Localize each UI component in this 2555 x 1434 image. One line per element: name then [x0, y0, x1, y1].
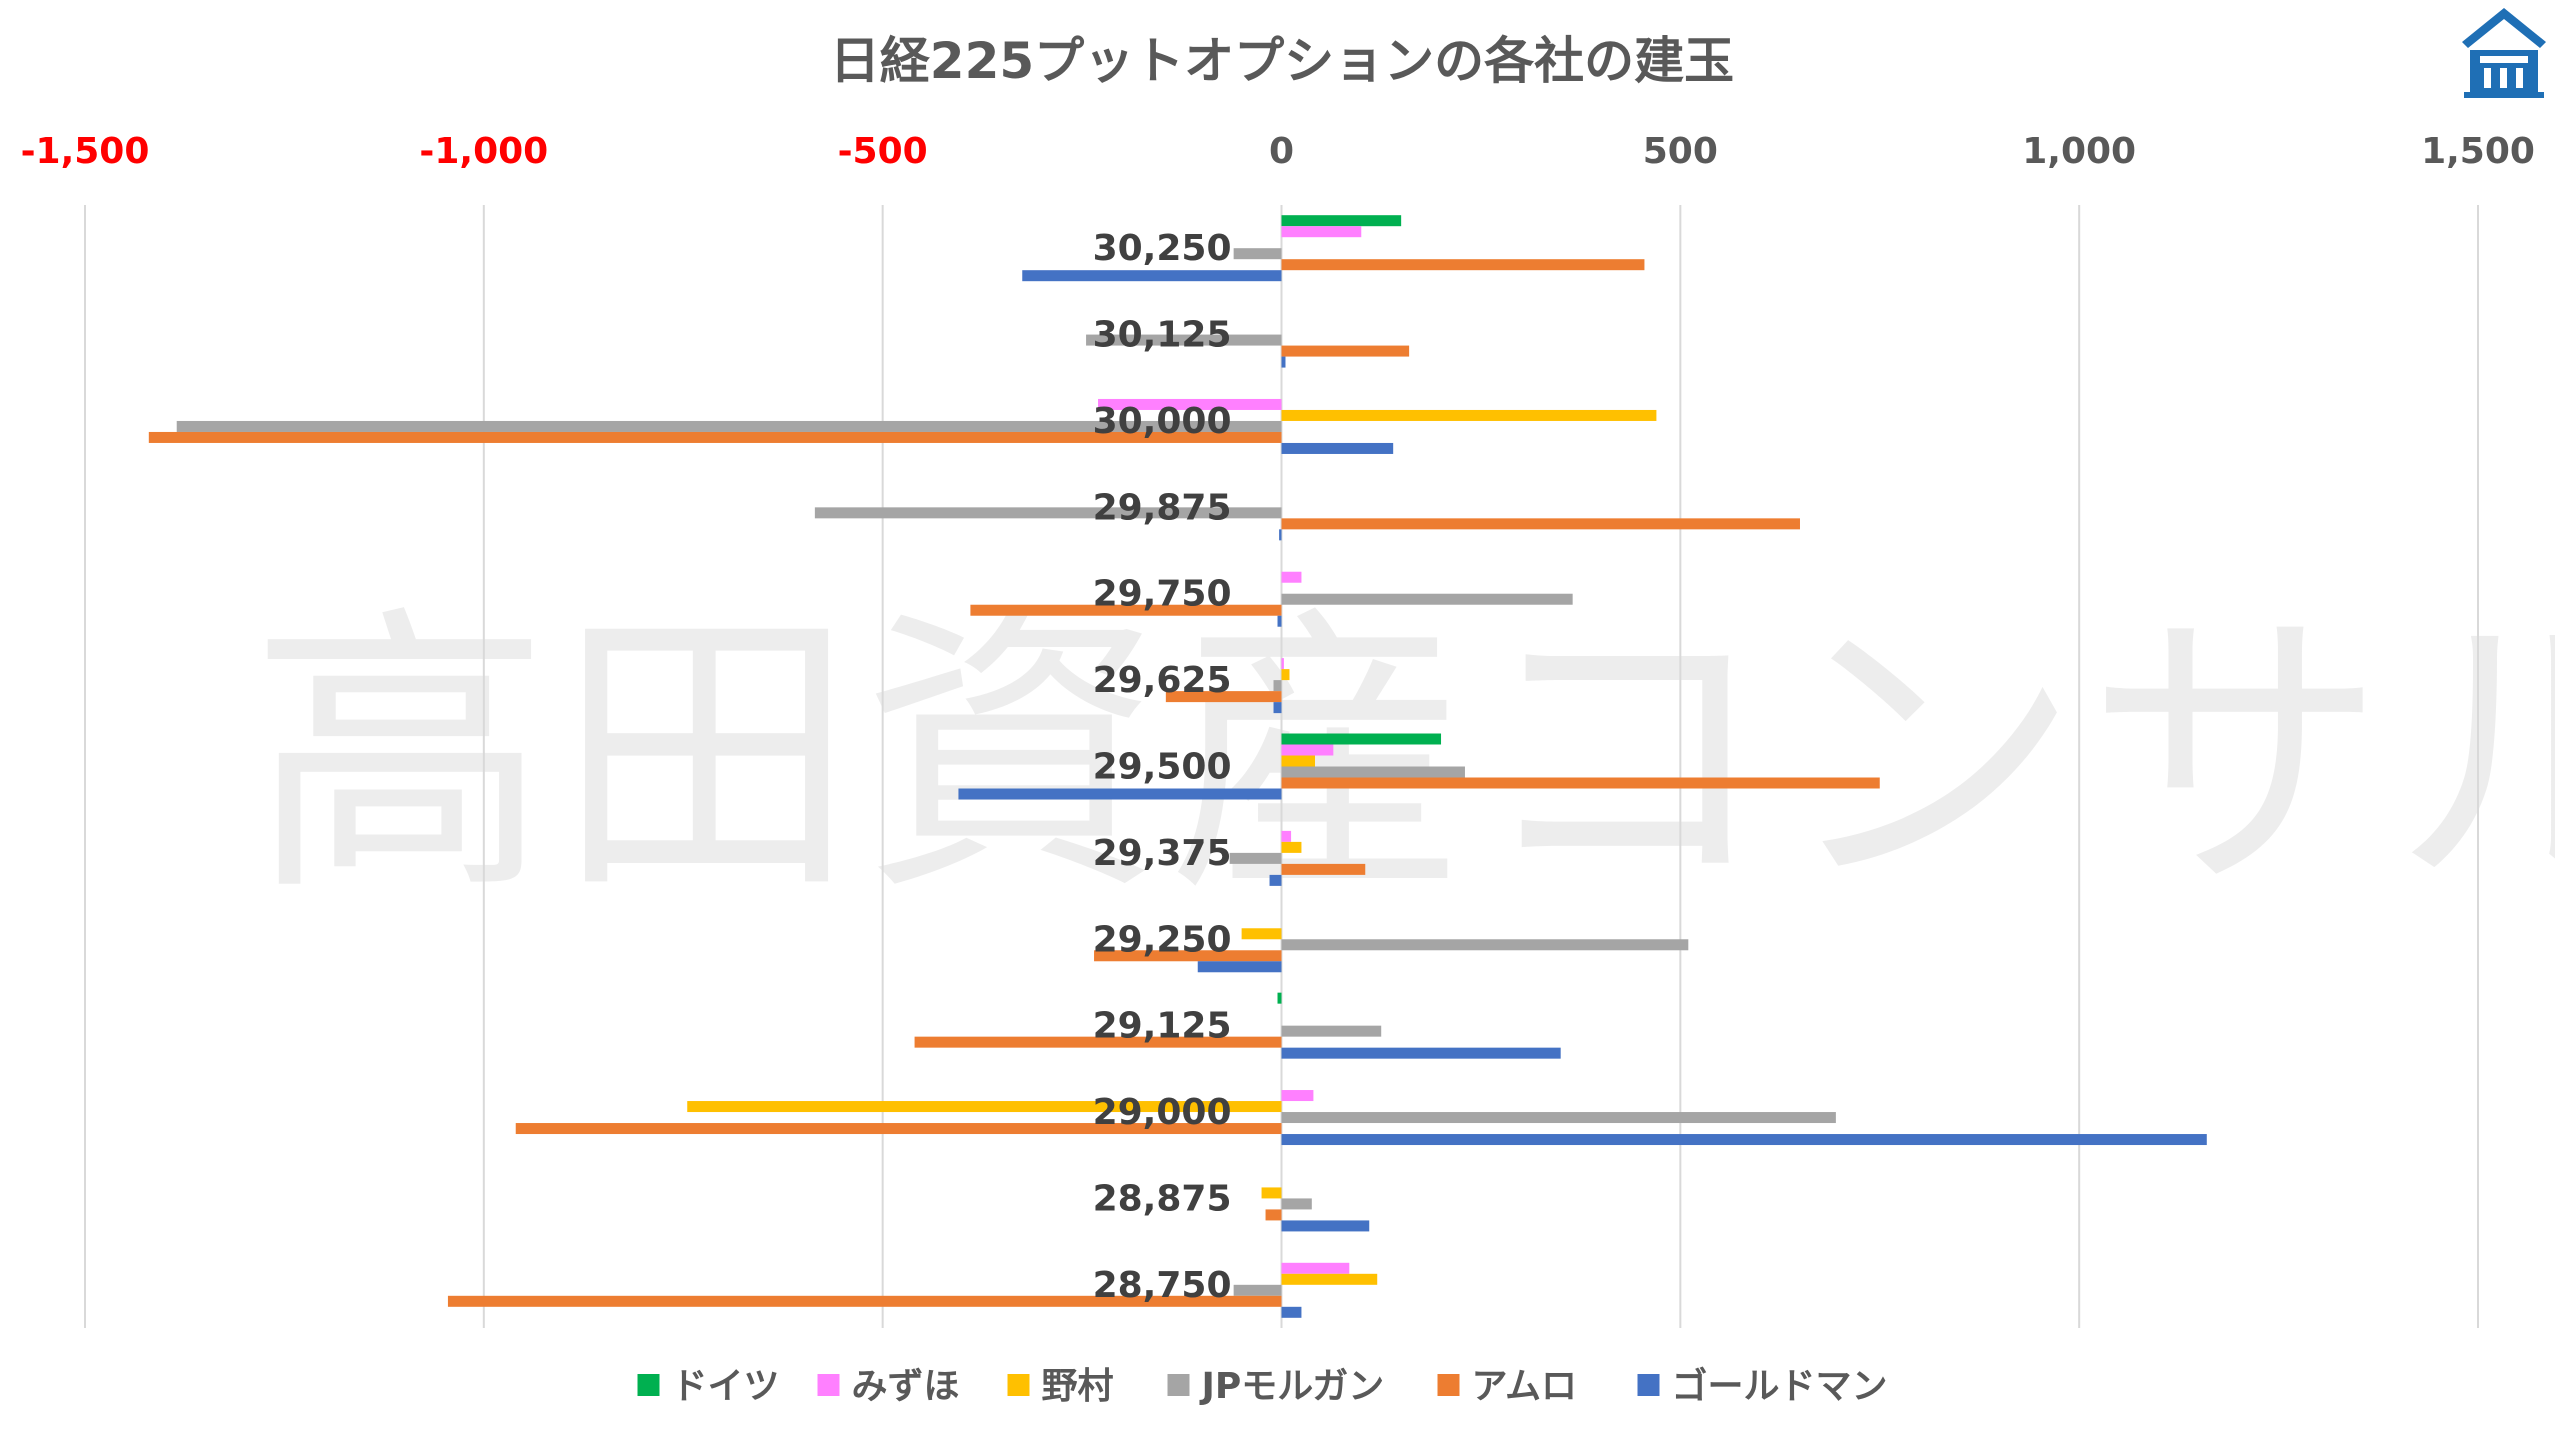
category-label: 30,000 [1093, 401, 1232, 442]
bar [1281, 658, 1284, 670]
bar [447, 1295, 1282, 1307]
bar [1277, 615, 1282, 627]
legend-entry: ゴールドマン [1672, 1365, 1888, 1407]
bar [1281, 1262, 1350, 1274]
legend-swatch [817, 1374, 840, 1396]
category-label: 29,375 [1093, 833, 1232, 874]
legend-entry: アムロ [1472, 1366, 1577, 1407]
category-label: 28,750 [1093, 1265, 1232, 1306]
watermark: 高田資産コンサル [250, 582, 2555, 931]
bar [1277, 992, 1282, 1004]
category-labels: 30,250 30,125 30,000 29,875 29,750 29,625 29,5… [1093, 228, 1232, 1306]
category-label: 29,125 [1093, 1006, 1232, 1047]
bar [814, 507, 1282, 519]
bar [1281, 1220, 1370, 1232]
bar [1197, 961, 1282, 973]
category-label: 28,875 [1093, 1178, 1232, 1219]
bar [1265, 1209, 1282, 1221]
bar [1281, 442, 1394, 454]
bar [1098, 398, 1282, 410]
bar [958, 788, 1282, 800]
bar [1281, 939, 1689, 951]
bar [1281, 356, 1286, 368]
legend: ドイツ みずほ 野村 JPモルガン アムロ ゴールドマン [637, 1365, 1888, 1407]
bar [1281, 744, 1334, 756]
legend-entry: みずほ [852, 1366, 960, 1407]
x-tick-label: -500 [838, 131, 928, 172]
bar [1281, 669, 1290, 681]
bar [1281, 863, 1366, 875]
bar [1094, 950, 1282, 962]
bar [1273, 702, 1282, 714]
bar [148, 431, 1282, 443]
category-label: 30,125 [1093, 315, 1232, 356]
bar [1281, 409, 1657, 421]
bar [1281, 226, 1362, 238]
bar [1281, 1090, 1314, 1102]
x-tick-label: 1,000 [2022, 131, 2136, 172]
category-label: 30,250 [1093, 228, 1232, 269]
bar [1281, 733, 1442, 745]
bar [1229, 852, 1282, 864]
bar [1281, 1134, 2207, 1146]
category-label: 29,750 [1093, 574, 1232, 615]
x-tick-label: -1,500 [21, 131, 150, 172]
legend-swatch [1007, 1374, 1030, 1396]
bar [1086, 334, 1282, 346]
bar [1281, 830, 1292, 842]
bar [1281, 841, 1302, 853]
chart-title: 日経225プットオプションの各社の建玉 [830, 32, 1734, 90]
bar [1281, 593, 1573, 605]
x-axis-ticks: -1,500 -1,000 -500 0 500 1,000 1,500 [21, 131, 2535, 172]
category-label: 29,000 [1093, 1092, 1232, 1133]
bar [1261, 1187, 1282, 1199]
legend-swatch [1437, 1374, 1460, 1396]
bar [1281, 518, 1800, 530]
x-tick-label: 1,500 [2421, 131, 2535, 172]
bar [1233, 1284, 1282, 1296]
category-label: 29,500 [1093, 747, 1232, 788]
x-tick-label: -1,000 [419, 131, 548, 172]
bar [176, 420, 1282, 432]
bar [1281, 1112, 1836, 1124]
bar [1281, 1306, 1302, 1318]
legend-swatch [637, 1374, 660, 1396]
bar [1233, 248, 1282, 260]
legend-entry: ドイツ [672, 1366, 780, 1407]
bar [1281, 215, 1402, 227]
legend-swatch [1167, 1374, 1190, 1396]
legend-entry: 野村 [1042, 1366, 1114, 1407]
building-logo-icon [2462, 8, 2546, 98]
bar [1281, 766, 1465, 778]
x-tick-label: 500 [1643, 131, 1718, 172]
bar [914, 1036, 1282, 1048]
category-label: 29,250 [1093, 919, 1232, 960]
bar [687, 1101, 1282, 1113]
bar [1281, 345, 1410, 357]
bar [1281, 755, 1316, 767]
bar [1281, 1273, 1378, 1285]
bar [1281, 1198, 1312, 1210]
bar [1281, 777, 1880, 789]
bar [1273, 680, 1282, 692]
bar [1241, 928, 1282, 940]
bar [970, 604, 1282, 616]
bar [1281, 1025, 1382, 1037]
bar [1279, 529, 1282, 541]
bars [148, 215, 2207, 1318]
category-label: 29,625 [1093, 660, 1232, 701]
bar [1281, 571, 1302, 583]
legend-swatch [1637, 1374, 1660, 1396]
bar [1281, 259, 1645, 271]
x-tick-label: 0 [1269, 131, 1294, 172]
bar [1165, 691, 1282, 703]
bar [1269, 874, 1282, 886]
legend-entry: JPモルガン [1199, 1366, 1385, 1407]
bar [1022, 270, 1282, 282]
bar [1281, 1047, 1561, 1059]
category-label: 29,875 [1093, 487, 1232, 528]
bar [515, 1123, 1282, 1135]
